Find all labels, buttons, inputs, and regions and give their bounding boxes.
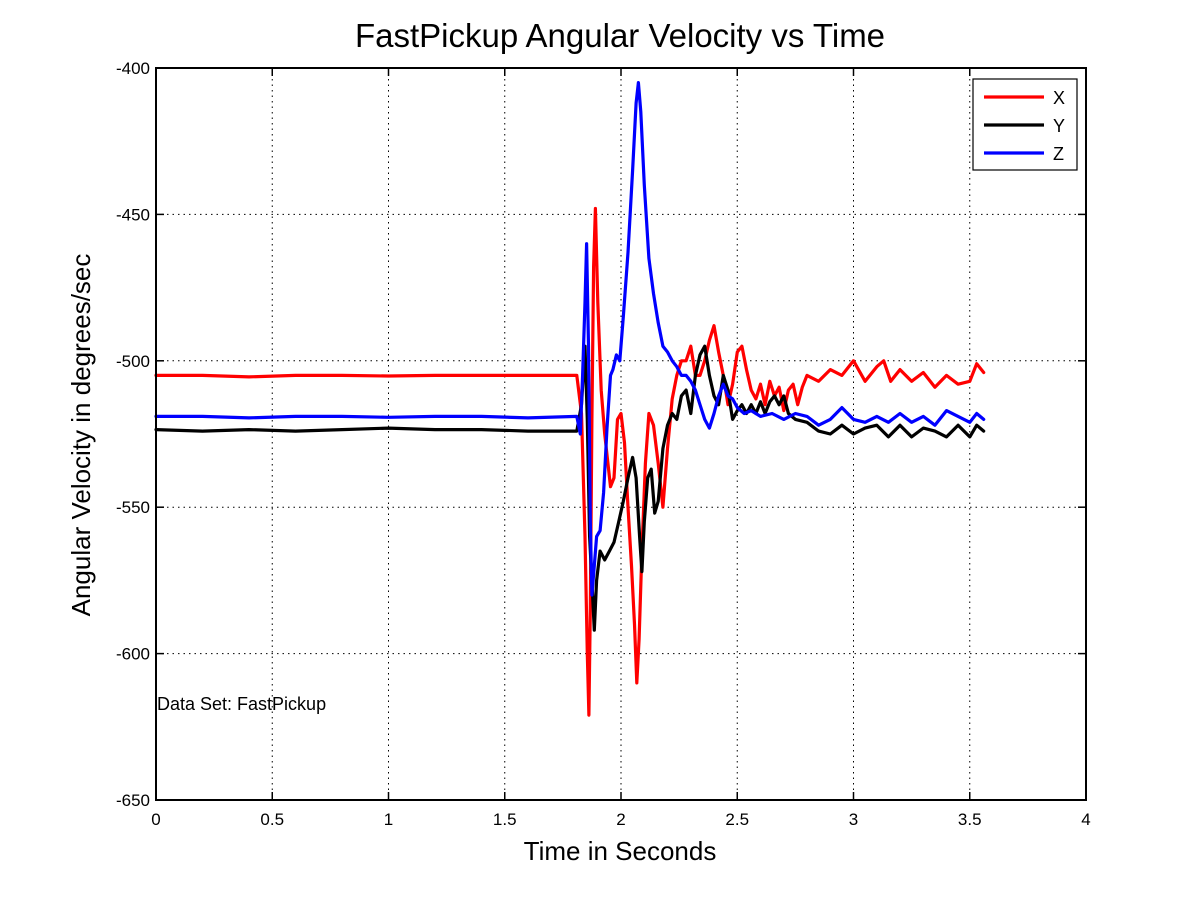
x-tick-label: 2.5 bbox=[725, 810, 749, 829]
y-tick-label: -550 bbox=[116, 498, 150, 517]
x-tick-label: 4 bbox=[1081, 810, 1090, 829]
x-axis-label: Time in Seconds bbox=[524, 836, 717, 866]
x-tick-label: 3.5 bbox=[958, 810, 982, 829]
series-lines bbox=[154, 80, 986, 717]
legend-label-x: X bbox=[1053, 88, 1065, 108]
legend-label-z: Z bbox=[1053, 144, 1064, 164]
dataset-annotation: Data Set: FastPickup bbox=[157, 694, 326, 714]
y-tick-label: -650 bbox=[116, 791, 150, 810]
x-tick-labels: 0 0.5 1 1.5 2 2.5 3 3.5 4 bbox=[151, 810, 1090, 829]
x-tick-label: 2 bbox=[616, 810, 625, 829]
y-tick-label: -400 bbox=[116, 59, 150, 78]
series-line-x bbox=[154, 206, 986, 717]
chart-title: FastPickup Angular Velocity vs Time bbox=[355, 17, 885, 54]
y-axis-label: Angular Velocity in degrees/sec bbox=[66, 254, 96, 617]
legend: XYZ bbox=[972, 78, 1078, 171]
y-tick-labels: -650 -600 -550 -500 -450 -400 bbox=[116, 59, 150, 810]
legend-label-y: Y bbox=[1053, 116, 1065, 136]
x-tick-label: 0 bbox=[151, 810, 160, 829]
plot-frame bbox=[155, 67, 1087, 801]
y-tick-label: -500 bbox=[116, 352, 150, 371]
x-tick-label: 1 bbox=[384, 810, 393, 829]
y-tick-label: -600 bbox=[116, 645, 150, 664]
x-tick-label: 3 bbox=[849, 810, 858, 829]
x-tick-label: 1.5 bbox=[493, 810, 517, 829]
x-tick-label: 0.5 bbox=[260, 810, 284, 829]
y-tick-label: -450 bbox=[116, 205, 150, 224]
grid-lines bbox=[156, 68, 1086, 800]
series-line-z bbox=[154, 80, 986, 597]
